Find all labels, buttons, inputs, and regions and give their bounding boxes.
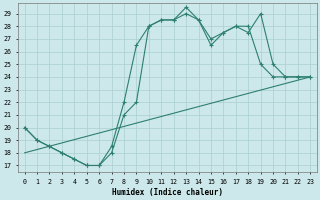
X-axis label: Humidex (Indice chaleur): Humidex (Indice chaleur) (112, 188, 223, 197)
